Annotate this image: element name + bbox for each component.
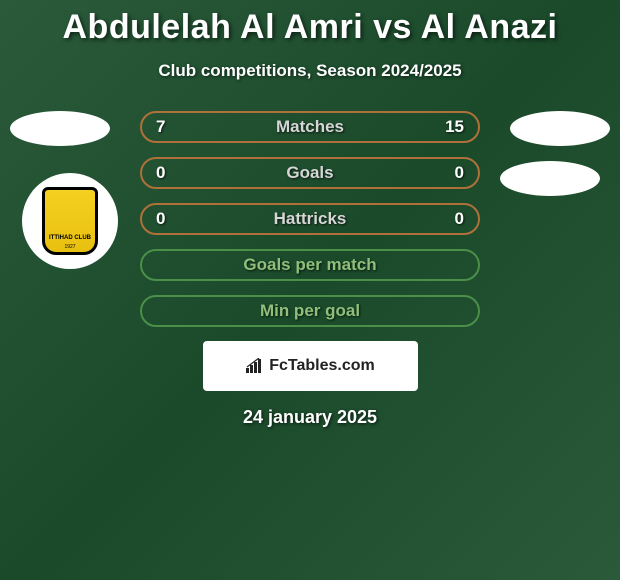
player-right-placeholder-1	[510, 111, 610, 146]
page-title: Abdulelah Al Amri vs Al Anazi	[0, 0, 620, 47]
stats-list: 7 Matches 15 0 Goals 0 0 Hattricks 0 Goa…	[140, 111, 480, 327]
player-right-placeholder-2	[500, 161, 600, 196]
stat-row-hattricks: 0 Hattricks 0	[140, 203, 480, 235]
brand-text: FcTables.com	[269, 357, 375, 375]
stat-row-mpg: Min per goal	[140, 295, 480, 327]
stat-row-goals: 0 Goals 0	[140, 157, 480, 189]
badge-club-name: ITTIHAD CLUB	[49, 235, 91, 241]
stat-right-value: 0	[455, 163, 464, 183]
stat-label: Goals per match	[243, 255, 376, 275]
shield-icon: ITTIHAD CLUB 1927	[42, 187, 98, 255]
stat-right-value: 15	[445, 117, 464, 137]
stat-left-value: 0	[156, 209, 165, 229]
stat-row-gpm: Goals per match	[140, 249, 480, 281]
club-badge-left: ITTIHAD CLUB 1927	[22, 173, 118, 269]
stat-row-matches: 7 Matches 15	[140, 111, 480, 143]
badge-year: 1927	[64, 244, 75, 250]
brand-box: FcTables.com	[203, 341, 418, 391]
stat-label: Matches	[276, 117, 344, 137]
stat-left-value: 0	[156, 163, 165, 183]
snapshot-date: 24 january 2025	[0, 407, 620, 428]
stat-right-value: 0	[455, 209, 464, 229]
player-left-placeholder	[10, 111, 110, 146]
comparison-panel: ITTIHAD CLUB 1927 7 Matches 15 0 Goals 0…	[0, 111, 620, 428]
stat-label: Goals	[286, 163, 333, 183]
stat-label: Min per goal	[260, 301, 360, 321]
stat-label: Hattricks	[274, 209, 347, 229]
subtitle: Club competitions, Season 2024/2025	[0, 61, 620, 81]
stat-left-value: 7	[156, 117, 165, 137]
chart-icon	[245, 358, 265, 374]
